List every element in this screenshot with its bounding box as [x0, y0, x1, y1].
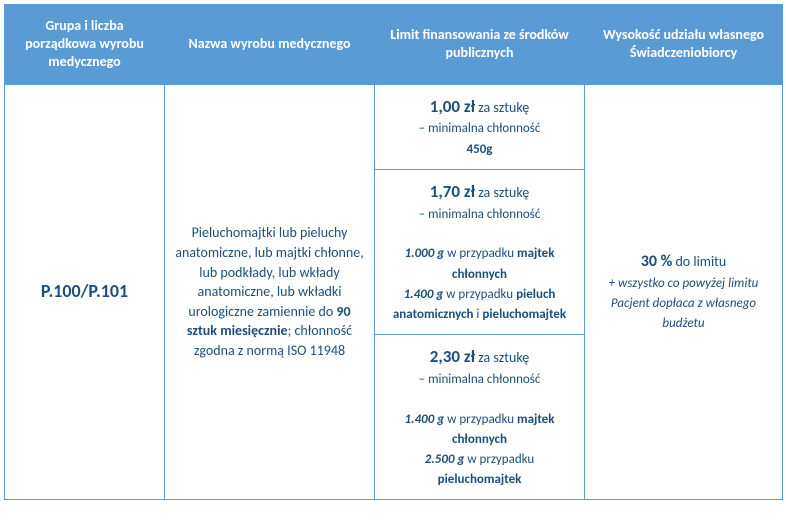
- g2-2: 1.400 g: [404, 287, 444, 302]
- header-share: Wysokość udziału własnego Świadczeniobio…: [585, 5, 783, 85]
- sub-2: – minimalna chłonność: [419, 207, 541, 222]
- b2-3: pieluchomajtek: [482, 307, 566, 322]
- limit-cell-3: 2,30 zł za sztukę – minimalna chłonność …: [375, 335, 585, 500]
- t2-1: w przypadku: [444, 246, 517, 261]
- medical-products-table: Grupa i liczba porządkowa wyrobu medyczn…: [4, 4, 783, 500]
- share-note: + wszystko co powyżej limitu Pacjent dop…: [609, 276, 759, 331]
- sub-3: – minimalna chłonność: [419, 372, 541, 387]
- g3-2: 2.500 g: [425, 452, 465, 467]
- unit-2: za sztukę: [475, 184, 529, 201]
- b3-2: pieluchomajtek: [438, 472, 522, 487]
- g2-1: 1.000 g: [405, 246, 445, 261]
- header-group: Grupa i liczba porządkowa wyrobu medyczn…: [5, 5, 165, 85]
- absorb-1: 450g: [467, 142, 493, 157]
- share-cell: 30 % do limitu + wszystko co powyżej lim…: [585, 84, 783, 500]
- sub-1: – minimalna chłonność: [419, 121, 541, 136]
- unit-1: za sztukę: [475, 99, 529, 116]
- table-row: P.100/P.101 Pieluchomajtki lub pieluchy …: [5, 84, 783, 169]
- price-1: 1,00 zł: [430, 96, 475, 117]
- code-cell: P.100/P.101: [5, 84, 165, 500]
- unit-3: za sztukę: [475, 349, 529, 366]
- price-2: 1,70 zł: [430, 181, 475, 202]
- to-limit: do limitu: [672, 253, 726, 270]
- header-name: Nazwa wyrobu medycznego: [165, 5, 375, 85]
- limit-cell-1: 1,00 zł za sztukę – minimalna chłonność …: [375, 84, 585, 169]
- t2-2: w przypadku: [443, 287, 516, 302]
- table-header-row: Grupa i liczba porządkowa wyrobu medyczn…: [5, 5, 783, 85]
- price-3: 2,30 zł: [430, 346, 475, 367]
- header-limit: Limit finansowania ze środków publicznyc…: [375, 5, 585, 85]
- limit-cell-2: 1,70 zł za sztukę – minimalna chłonność …: [375, 169, 585, 334]
- t3-2: w przypadku: [464, 452, 534, 467]
- t3-1: w przypadku: [444, 412, 517, 427]
- percent: 30 %: [641, 252, 673, 271]
- product-description-cell: Pieluchomajtki lub pieluchy anatomiczne,…: [165, 84, 375, 500]
- g3-1: 1.400 g: [405, 412, 445, 427]
